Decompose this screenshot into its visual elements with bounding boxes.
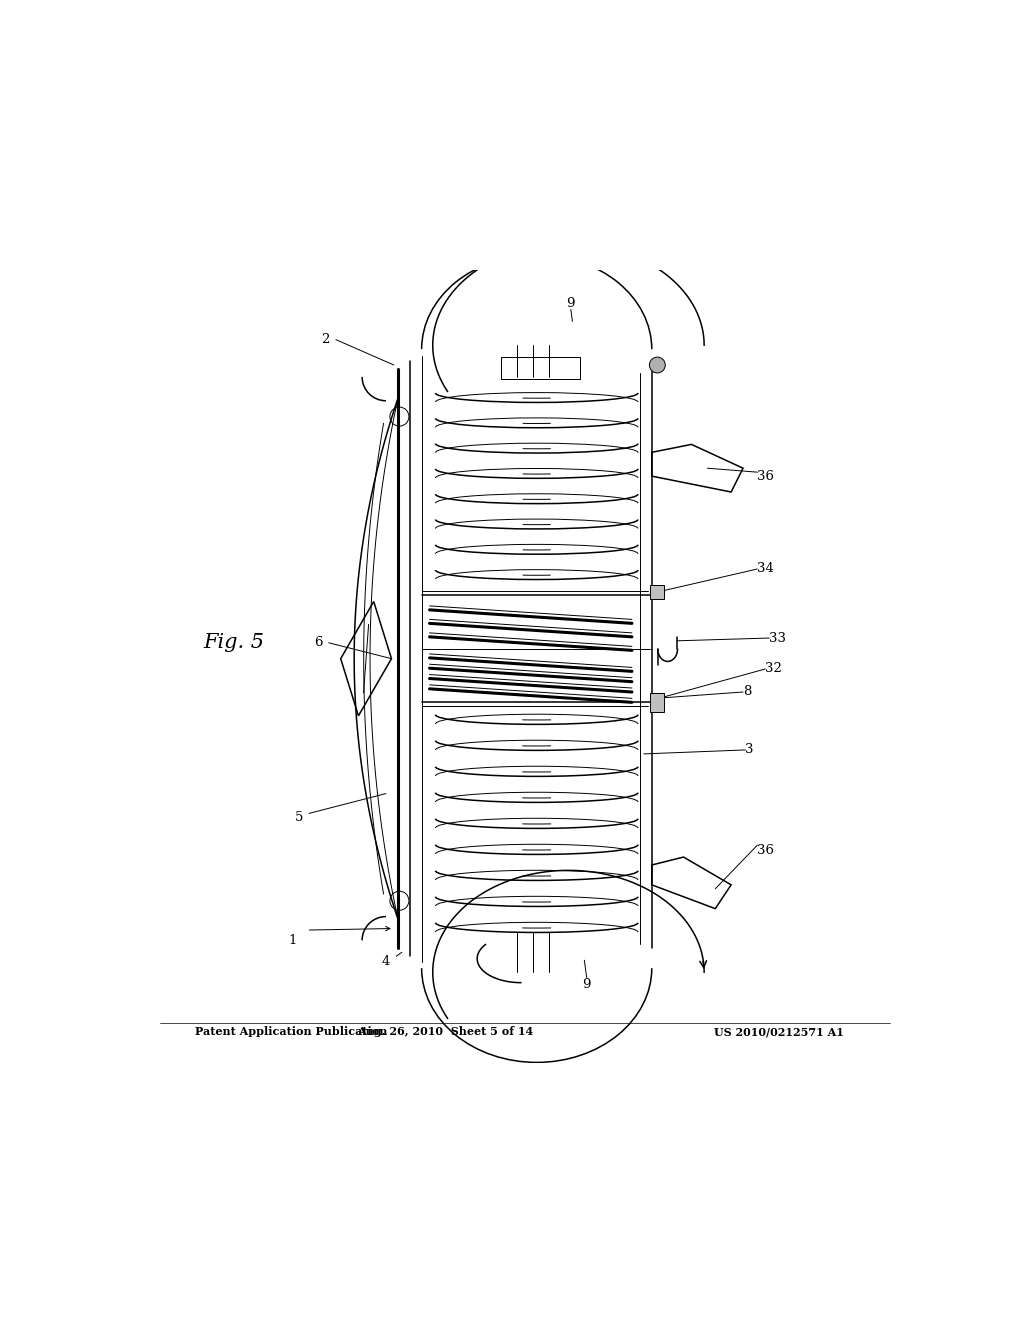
Text: 4: 4 xyxy=(382,956,390,969)
Text: 34: 34 xyxy=(758,562,774,576)
Bar xyxy=(650,585,665,599)
Text: 6: 6 xyxy=(314,636,323,649)
Text: 32: 32 xyxy=(765,663,782,676)
Text: US 2010/0212571 A1: US 2010/0212571 A1 xyxy=(714,1026,844,1038)
Text: 3: 3 xyxy=(745,743,754,756)
Bar xyxy=(650,693,665,711)
Text: 5: 5 xyxy=(295,810,303,824)
Text: Aug. 26, 2010  Sheet 5 of 14: Aug. 26, 2010 Sheet 5 of 14 xyxy=(357,1026,534,1038)
Text: 36: 36 xyxy=(758,470,774,483)
Text: 8: 8 xyxy=(743,685,752,698)
Text: 36: 36 xyxy=(758,845,774,857)
Text: 33: 33 xyxy=(769,631,786,644)
Text: Fig. 5: Fig. 5 xyxy=(204,634,264,652)
Text: 2: 2 xyxy=(321,333,329,346)
Text: Patent Application Publication: Patent Application Publication xyxy=(196,1026,388,1038)
Text: 1: 1 xyxy=(289,933,297,946)
Text: 9: 9 xyxy=(583,978,591,990)
Text: 9: 9 xyxy=(566,297,575,310)
Circle shape xyxy=(649,358,666,374)
